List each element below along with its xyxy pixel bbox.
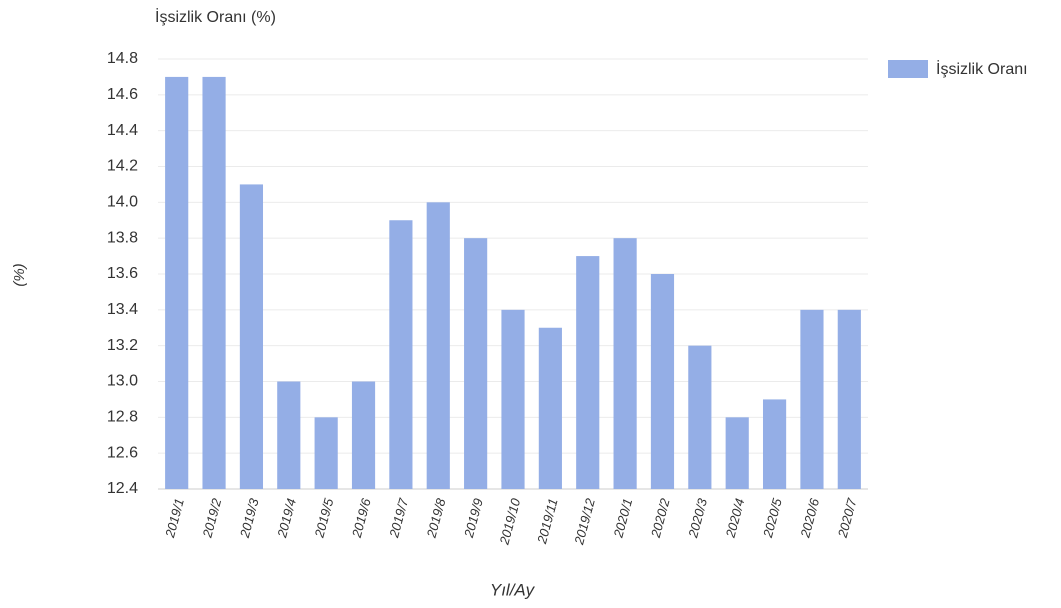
bar — [314, 417, 338, 489]
y-tick-label: 14.4 — [107, 122, 138, 139]
y-tick-label: 14.0 — [107, 194, 138, 211]
x-tick-label: 2019/2 — [199, 496, 224, 540]
x-tick-label: 2019/1 — [162, 497, 187, 540]
y-tick-label: 13.4 — [107, 301, 138, 318]
bar — [688, 345, 712, 489]
x-tick-label: 2020/5 — [760, 496, 785, 540]
x-tick-label: 2020/6 — [797, 496, 822, 540]
x-tick-label: 2019/10 — [496, 496, 523, 547]
bar — [613, 238, 637, 489]
x-tick-label: 2019/12 — [571, 496, 598, 547]
x-tick-label: 2019/3 — [237, 496, 262, 540]
x-tick-label: 2020/3 — [685, 496, 710, 540]
x-tick-label: 2019/8 — [423, 496, 448, 540]
bar — [650, 274, 675, 489]
x-tick-label: 2020/7 — [834, 496, 859, 540]
bar — [837, 309, 861, 489]
y-tick-label: 14.8 — [107, 50, 138, 67]
x-tick-label: 2019/9 — [461, 497, 486, 540]
bar — [538, 327, 562, 489]
bar — [800, 309, 824, 489]
y-tick-label: 12.4 — [107, 480, 138, 497]
bar — [426, 202, 450, 490]
x-tick-label: 2019/7 — [386, 496, 411, 540]
legend-swatch — [888, 60, 928, 78]
y-tick-label: 12.8 — [107, 409, 138, 426]
x-tick-label: 2019/6 — [349, 496, 374, 540]
x-tick-label: 2020/1 — [610, 497, 635, 540]
bar — [501, 309, 525, 489]
bar — [277, 381, 301, 489]
bar — [389, 220, 413, 489]
bar — [464, 238, 488, 489]
bar — [351, 381, 376, 489]
bar — [576, 256, 600, 489]
x-tick-label: 2019/4 — [274, 497, 299, 540]
y-tick-label: 12.6 — [107, 444, 138, 461]
chart-title: İşsizlik Oranı (%) — [155, 7, 276, 26]
bar — [202, 76, 226, 490]
y-tick-label: 13.8 — [107, 229, 138, 246]
y-tick-label: 13.6 — [107, 265, 138, 282]
x-tick-label: 2019/11 — [534, 497, 561, 546]
x-tick-label: 2020/4 — [722, 497, 747, 540]
y-tick-label: 13.0 — [107, 373, 138, 390]
bar — [725, 417, 749, 489]
bar — [165, 76, 189, 490]
y-tick-label: 13.2 — [107, 337, 138, 354]
y-tick-label: 14.2 — [107, 158, 138, 175]
x-axis-label: Yıl/Ay — [490, 580, 536, 599]
y-tick-label: 14.6 — [107, 86, 138, 103]
x-tick-label: 2019/5 — [311, 496, 336, 540]
bar — [762, 399, 787, 489]
y-axis-label: (%) — [11, 263, 28, 286]
x-tick-label: 2020/2 — [648, 496, 673, 540]
legend-label: İşsizlik Oranı — [936, 59, 1028, 78]
bar — [239, 184, 264, 489]
